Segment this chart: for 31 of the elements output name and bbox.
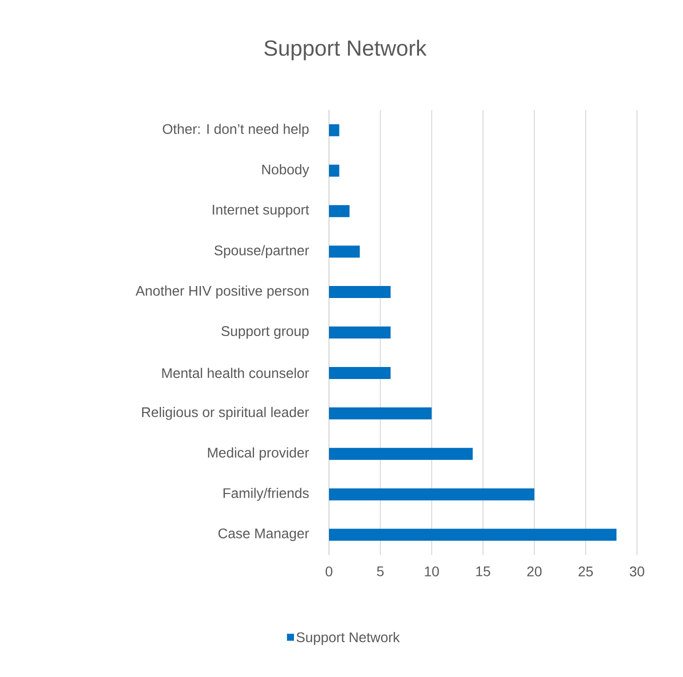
x-tick-label: 25 [578, 566, 593, 576]
bar [329, 124, 340, 136]
y-tick-label: Case Manager [218, 528, 309, 542]
bar [329, 488, 534, 500]
y-tick-label: Support group [221, 326, 309, 339]
bar [329, 528, 616, 541]
legend-label: Support Network [296, 632, 400, 645]
y-tick-label: Religious or spiritual leader [142, 406, 309, 420]
bar [329, 448, 473, 460]
bar [329, 246, 360, 258]
y-tick-label: Other: I don’t need help [162, 124, 309, 137]
y-tick-label: Nobody [262, 164, 310, 178]
bar [329, 205, 350, 218]
y-tick-label: Medical provider [208, 447, 309, 460]
x-tick-label: 15 [476, 566, 490, 576]
x-tick-label: 20 [527, 566, 542, 576]
bar [329, 164, 340, 177]
y-tick-label: Family/friends [224, 488, 309, 501]
bar [329, 366, 391, 379]
bar [329, 407, 432, 420]
y-tick-label: Another HIV positive person [136, 286, 308, 299]
y-tick-label: Spouse/partner [214, 245, 309, 258]
bar [329, 286, 391, 298]
x-tick-label: 10 [424, 566, 439, 576]
bar [329, 326, 391, 338]
y-tick-label: Internet support [212, 204, 310, 218]
x-tick-label: 30 [630, 566, 644, 576]
x-tick-label: 0 [326, 566, 332, 576]
x-tick-label: 5 [377, 566, 384, 576]
y-tick-label: Mental health counselor [162, 368, 309, 378]
chart-title: Support Network [264, 40, 427, 60]
